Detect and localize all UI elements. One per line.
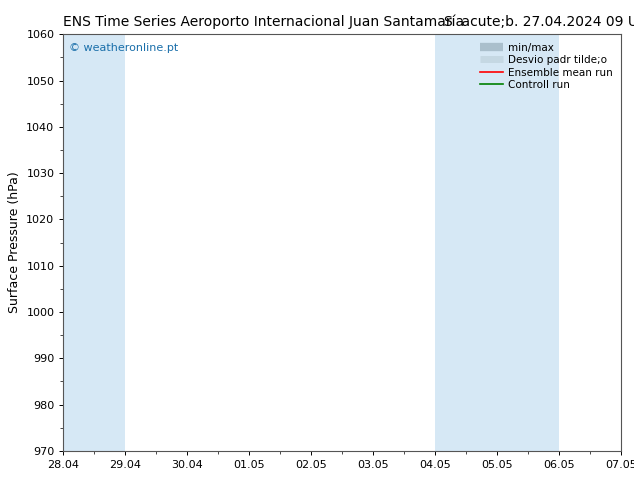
Bar — [621, 34, 634, 451]
Text: ENS Time Series Aeroporto Internacional Juan Santamaría: ENS Time Series Aeroporto Internacional … — [63, 15, 465, 29]
Y-axis label: Surface Pressure (hPa): Surface Pressure (hPa) — [8, 172, 21, 314]
Text: © weatheronline.pt: © weatheronline.pt — [69, 43, 178, 52]
Text: S  acute;b. 27.04.2024 09 UTC: S acute;b. 27.04.2024 09 UTC — [444, 15, 634, 29]
Bar — [63, 34, 126, 451]
Legend: min/max, Desvio padr tilde;o, Ensemble mean run, Controll run: min/max, Desvio padr tilde;o, Ensemble m… — [477, 40, 616, 94]
Bar — [436, 34, 559, 451]
